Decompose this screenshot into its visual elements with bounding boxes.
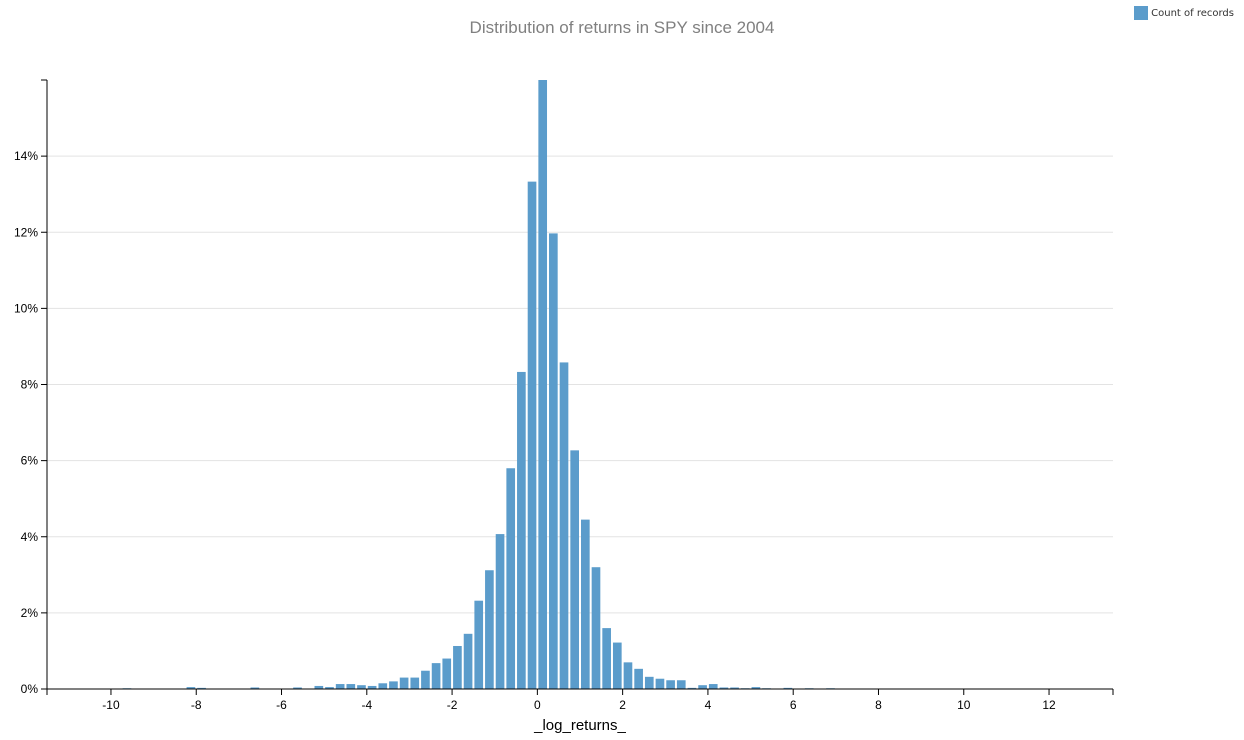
x-tick-label: 8: [875, 698, 882, 712]
y-tick-label: 14%: [14, 149, 38, 163]
x-axis-label: _log_returns_: [533, 717, 626, 734]
y-tick-label: 0%: [21, 682, 39, 696]
x-tick-label: 10: [957, 698, 971, 712]
x-tick-label: -2: [447, 698, 458, 712]
bar[interactable]: [612, 642, 622, 689]
bar[interactable]: [698, 685, 707, 689]
y-tick-label: 6%: [21, 454, 39, 468]
bar[interactable]: [517, 371, 526, 689]
bar[interactable]: [325, 687, 334, 689]
bar[interactable]: [527, 181, 537, 689]
bar[interactable]: [293, 687, 302, 689]
bar[interactable]: [708, 684, 718, 689]
x-tick-label: -4: [361, 698, 372, 712]
bar[interactable]: [570, 450, 579, 689]
x-tick-label: -10: [102, 698, 120, 712]
legend-swatch: [1134, 6, 1149, 20]
x-tick-label: -8: [191, 698, 202, 712]
bar[interactable]: [367, 685, 377, 689]
bar[interactable]: [730, 687, 739, 689]
bar[interactable]: [463, 633, 473, 689]
bar[interactable]: [399, 677, 409, 689]
legend-label: Count of records: [1151, 7, 1234, 19]
legend: Count of records: [1134, 6, 1234, 20]
bar[interactable]: [314, 685, 324, 689]
bar[interactable]: [549, 233, 558, 689]
bar[interactable]: [559, 362, 569, 689]
bar[interactable]: [644, 676, 654, 689]
bar[interactable]: [378, 683, 388, 689]
bar[interactable]: [421, 670, 430, 689]
x-tick-label: 0: [534, 698, 541, 712]
bar[interactable]: [495, 534, 505, 689]
x-ticks: -10 -8 -6 -4 -2 0 2 4 6 8 10 12: [102, 689, 1056, 712]
bar[interactable]: [357, 685, 366, 689]
bar[interactable]: [335, 684, 345, 689]
bar[interactable]: [687, 687, 697, 689]
chart-title: Distribution of returns in SPY since 200…: [470, 18, 775, 37]
bar[interactable]: [719, 687, 729, 689]
y-tick-label: 4%: [21, 530, 39, 544]
bar[interactable]: [389, 681, 398, 689]
bar[interactable]: [506, 468, 516, 689]
bar[interactable]: [346, 684, 356, 689]
bar[interactable]: [474, 600, 484, 689]
y-tick-label: 12%: [14, 225, 38, 239]
y-tick-label: 8%: [21, 378, 39, 392]
bar[interactable]: [581, 519, 590, 689]
y-tick-label: 2%: [21, 606, 39, 620]
bar[interactable]: [655, 678, 665, 689]
x-tick-label: -6: [276, 698, 287, 712]
bar[interactable]: [250, 687, 260, 689]
bar[interactable]: [591, 567, 601, 689]
bar[interactable]: [453, 645, 462, 689]
bar[interactable]: [442, 658, 452, 689]
bar[interactable]: [634, 668, 643, 689]
bar[interactable]: [186, 687, 196, 689]
x-tick-label: 2: [619, 698, 626, 712]
bar[interactable]: [666, 680, 675, 689]
bar[interactable]: [783, 687, 793, 689]
bar[interactable]: [410, 677, 420, 689]
bar[interactable]: [676, 680, 686, 689]
x-tick-label: 6: [790, 698, 797, 712]
bar[interactable]: [538, 80, 548, 689]
bar[interactable]: [197, 687, 206, 689]
y-ticks: 0% 2% 4% 6% 8% 10% 12% 14%: [14, 149, 47, 696]
bars: [122, 80, 835, 689]
bar[interactable]: [485, 570, 494, 689]
x-tick-label: 4: [705, 698, 712, 712]
x-tick-label: 12: [1042, 698, 1056, 712]
bar[interactable]: [751, 687, 761, 689]
bar[interactable]: [623, 662, 633, 689]
y-tick-label: 10%: [14, 301, 38, 315]
grid-lines: [47, 155, 1113, 614]
bar[interactable]: [431, 663, 441, 689]
bar[interactable]: [602, 628, 611, 689]
